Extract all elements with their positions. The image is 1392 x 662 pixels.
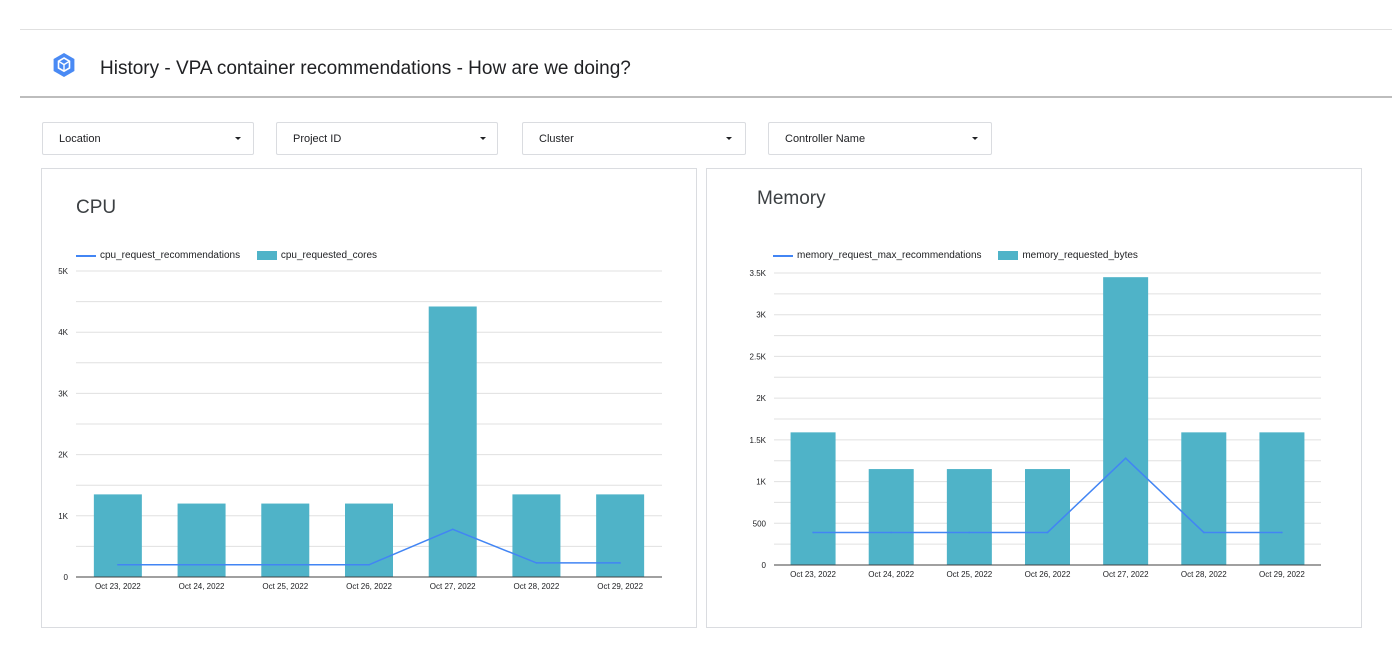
chart-legend: cpu_request_recommendations cpu_requeste… xyxy=(76,250,391,261)
chart-title: CPU xyxy=(76,197,117,218)
legend-label: memory_requested_bytes xyxy=(1022,250,1138,261)
data-bar xyxy=(1181,432,1227,565)
chevron-down-icon xyxy=(235,137,241,140)
y-tick-label: 500 xyxy=(753,519,767,528)
x-tick-label: Oct 23, 2022 xyxy=(95,582,141,591)
chevron-down-icon xyxy=(480,137,486,140)
top-divider xyxy=(20,29,1392,30)
x-tick-label: Oct 28, 2022 xyxy=(514,582,560,591)
project-id-filter-label: Project ID xyxy=(293,133,342,145)
legend-item-line[interactable]: cpu_request_recommendations xyxy=(76,250,240,261)
x-tick-label: Oct 26, 2022 xyxy=(346,582,392,591)
line-point xyxy=(284,563,287,566)
chevron-down-icon xyxy=(726,137,732,140)
data-bar xyxy=(946,469,992,565)
y-tick-label: 1K xyxy=(756,478,766,487)
x-tick-label: Oct 23, 2022 xyxy=(790,570,836,579)
cluster-filter-label: Cluster xyxy=(539,133,574,145)
data-bar xyxy=(428,306,477,577)
cluster-filter-dropdown[interactable]: Cluster xyxy=(522,122,746,155)
data-bar xyxy=(868,469,914,565)
data-bar xyxy=(790,432,836,565)
y-tick-label: 1.5K xyxy=(750,436,767,445)
y-tick-label: 2K xyxy=(756,394,766,403)
y-tick-label: 2.5K xyxy=(750,352,767,361)
project-id-filter-dropdown[interactable]: Project ID xyxy=(276,122,498,155)
y-tick-label: 0 xyxy=(762,561,767,570)
y-tick-label: 3K xyxy=(756,311,766,320)
x-tick-label: Oct 24, 2022 xyxy=(868,570,914,579)
legend-item-bar[interactable]: cpu_requested_cores xyxy=(256,250,378,261)
data-bar xyxy=(596,494,645,577)
x-tick-label: Oct 24, 2022 xyxy=(179,582,225,591)
cpu-chart-plot: 0 1K 2K 3K 4K 5K Oct 23, 2022 Oct 24, 2022 Oct 2… xyxy=(58,267,662,591)
line-point xyxy=(117,563,119,566)
line-point xyxy=(1202,531,1205,534)
legend-label: memory_request_max_recommendations xyxy=(797,250,982,261)
line-swatch-icon xyxy=(76,254,96,257)
chevron-down-icon xyxy=(972,137,978,140)
line-swatch-icon xyxy=(773,254,793,257)
y-tick-label: 2K xyxy=(58,451,68,460)
x-tick-label: Oct 27, 2022 xyxy=(430,582,476,591)
kubernetes-engine-logo-icon xyxy=(53,53,75,77)
x-tick-label: Oct 25, 2022 xyxy=(946,570,992,579)
y-tick-label: 3.5K xyxy=(750,269,767,278)
report-header: History - VPA container recommendations … xyxy=(20,30,1392,98)
y-tick-label: 1K xyxy=(58,512,68,521)
page-title: History - VPA container recommendations … xyxy=(100,58,631,79)
data-bar xyxy=(93,494,142,577)
line-point xyxy=(368,563,370,566)
legend-label: cpu_requested_cores xyxy=(280,250,378,261)
data-bar xyxy=(345,503,393,577)
x-tick-label: Oct 27, 2022 xyxy=(1103,570,1149,579)
line-point xyxy=(890,531,893,534)
controller-name-filter-label: Controller Name xyxy=(785,133,866,145)
data-bar xyxy=(1259,432,1305,565)
memory-chart-plot: 0 500 1K 1.5K 2K 2.5K 3K 3.5K Oct 23, 2022 Oct 24… xyxy=(750,269,1321,579)
legend-label: cpu_request_recommendations xyxy=(100,250,241,261)
cpu-chart-card: CPU cpu_request_recommendations cpu_requ… xyxy=(41,168,697,628)
data-bar xyxy=(1025,469,1070,565)
line-point xyxy=(1124,457,1127,460)
legend-item-bar[interactable]: memory_requested_bytes xyxy=(998,250,1138,261)
legend-item-line[interactable]: memory_request_max_recommendations xyxy=(773,250,982,261)
controller-name-filter-dropdown[interactable]: Controller Name xyxy=(768,122,992,155)
data-bar xyxy=(261,503,310,577)
line-point xyxy=(535,562,538,564)
data-bar xyxy=(512,494,561,577)
y-tick-label: 4K xyxy=(58,328,68,337)
x-tick-label: Oct 26, 2022 xyxy=(1025,570,1071,579)
line-point xyxy=(1281,531,1283,534)
line-point xyxy=(619,562,621,564)
x-tick-label: Oct 29, 2022 xyxy=(1259,570,1305,579)
y-tick-label: 3K xyxy=(58,389,68,398)
line-point xyxy=(451,528,454,531)
line-point xyxy=(812,531,814,534)
y-tick-label: 0 xyxy=(64,573,69,582)
bar-swatch-icon xyxy=(998,251,1019,260)
x-tick-label: Oct 25, 2022 xyxy=(262,582,308,591)
data-bar xyxy=(177,503,226,577)
y-tick-label: 5K xyxy=(58,267,68,276)
x-tick-label: Oct 28, 2022 xyxy=(1181,570,1227,579)
line-point xyxy=(968,531,971,534)
chart-legend: memory_request_max_recommendations memor… xyxy=(773,250,1152,261)
location-filter-label: Location xyxy=(59,133,101,145)
chart-title: Memory xyxy=(757,188,826,209)
memory-chart-card: Memory memory_request_max_recommendation… xyxy=(706,168,1362,628)
line-point xyxy=(200,563,203,566)
bar-swatch-icon xyxy=(256,251,277,260)
location-filter-dropdown[interactable]: Location xyxy=(42,122,254,155)
data-bar xyxy=(1103,277,1149,565)
x-tick-label: Oct 29, 2022 xyxy=(597,582,643,591)
line-point xyxy=(1046,531,1049,534)
